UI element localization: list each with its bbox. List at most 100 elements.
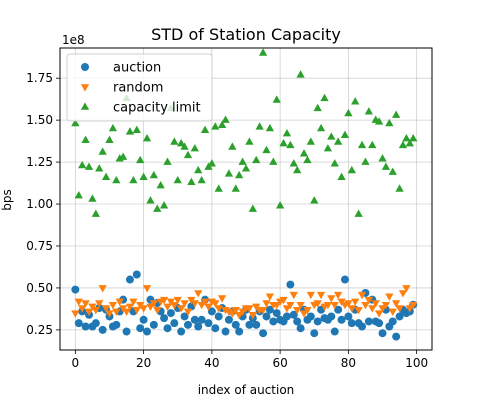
capacity-limit-point — [132, 125, 141, 133]
capacity-limit-point — [357, 140, 367, 149]
random-point — [200, 298, 210, 306]
x-tick-label: 100 — [405, 356, 428, 370]
capacity-limit-point — [340, 130, 350, 139]
auction-point — [289, 310, 298, 319]
auction-point — [136, 324, 145, 333]
random-point — [84, 308, 94, 317]
capacity-limit-point — [275, 201, 285, 209]
auction-point — [395, 312, 404, 321]
auction-point — [231, 320, 240, 329]
auction-point — [71, 285, 80, 294]
auction-point — [388, 317, 397, 326]
random-point — [293, 306, 302, 315]
random-point — [374, 310, 384, 318]
capacity-limit-point — [316, 123, 326, 132]
auction-point — [334, 305, 343, 314]
random-point — [105, 310, 114, 318]
capacity-limit-point — [351, 97, 360, 105]
auction-point — [166, 309, 175, 318]
random-point — [330, 301, 339, 310]
auction-point — [81, 322, 90, 331]
capacity-limit-point — [71, 118, 80, 127]
y-tick-label: 1.00 — [26, 197, 53, 211]
capacity-limit-point — [398, 140, 408, 149]
random-point — [378, 305, 387, 313]
random-point — [364, 296, 374, 305]
random-point — [129, 298, 138, 306]
random-point — [217, 295, 227, 303]
auction-point — [122, 327, 131, 336]
random-point — [385, 293, 394, 301]
auction-point — [293, 317, 302, 326]
capacity-limit-point — [224, 169, 234, 177]
capacity-limit-point — [159, 201, 169, 209]
x-tick-label: 80 — [341, 356, 356, 370]
auction-point — [163, 324, 172, 333]
random-point — [197, 301, 206, 310]
capacity-limit-point — [170, 137, 179, 145]
legend-marker — [80, 84, 90, 92]
random-point — [316, 291, 326, 300]
capacity-limit-point — [101, 172, 111, 180]
auction-point — [252, 320, 261, 329]
capacity-limit-point — [347, 165, 356, 174]
random-point — [95, 300, 104, 308]
capacity-limit-point — [91, 209, 100, 217]
random-point — [279, 296, 288, 305]
random-point — [347, 305, 356, 313]
capacity-limit-point — [136, 155, 145, 164]
auction-point — [74, 319, 83, 328]
random-point — [265, 293, 275, 301]
auction-point — [183, 320, 192, 329]
capacity-limit-point — [221, 115, 230, 123]
capacity-limit-point — [282, 128, 292, 137]
capacity-limit-point — [279, 139, 288, 147]
random-point — [303, 306, 312, 315]
random-point — [381, 301, 391, 310]
capacity-limit-point — [235, 170, 244, 179]
capacity-limit-point — [228, 142, 237, 150]
random-point — [245, 305, 254, 313]
random-point — [388, 308, 397, 317]
random-point — [146, 303, 155, 311]
capacity-limit-point — [368, 140, 377, 149]
capacity-limit-point — [156, 180, 165, 189]
series-random — [71, 285, 418, 320]
random-point — [170, 301, 179, 310]
auction-point — [112, 320, 121, 329]
auction-point — [378, 329, 387, 338]
capacity-limit-point — [385, 118, 394, 127]
random-point — [122, 308, 131, 317]
random-point — [405, 305, 414, 313]
random-point — [108, 301, 118, 310]
random-point — [115, 298, 124, 306]
random-point — [313, 300, 322, 308]
random-point — [78, 305, 87, 313]
capacity-limit-point — [84, 162, 94, 170]
capacity-limit-point — [200, 125, 210, 133]
auction-point — [139, 315, 148, 324]
capacity-limit-point — [378, 154, 387, 162]
capacity-limit-point — [173, 175, 182, 184]
y-tick-label: 1.50 — [26, 113, 53, 127]
capacity-limit-point — [217, 120, 227, 128]
x-tick-label: 60 — [272, 356, 287, 370]
auction-point — [296, 324, 305, 333]
capacity-limit-point — [293, 165, 302, 174]
auction-point — [180, 312, 189, 321]
capacity-limit-point — [289, 159, 298, 167]
random-point — [211, 300, 220, 308]
y-tick-label: 0.50 — [26, 281, 53, 295]
capacity-limit-point — [142, 134, 152, 142]
capacity-limit-point — [364, 107, 374, 115]
legend-label: auction — [113, 61, 161, 76]
random-point — [299, 310, 309, 318]
random-point — [204, 303, 213, 311]
auction-point — [149, 320, 158, 329]
capacity-limit-point — [265, 123, 275, 132]
random-point — [194, 290, 203, 298]
auction-point — [358, 322, 367, 331]
random-point — [149, 300, 158, 308]
